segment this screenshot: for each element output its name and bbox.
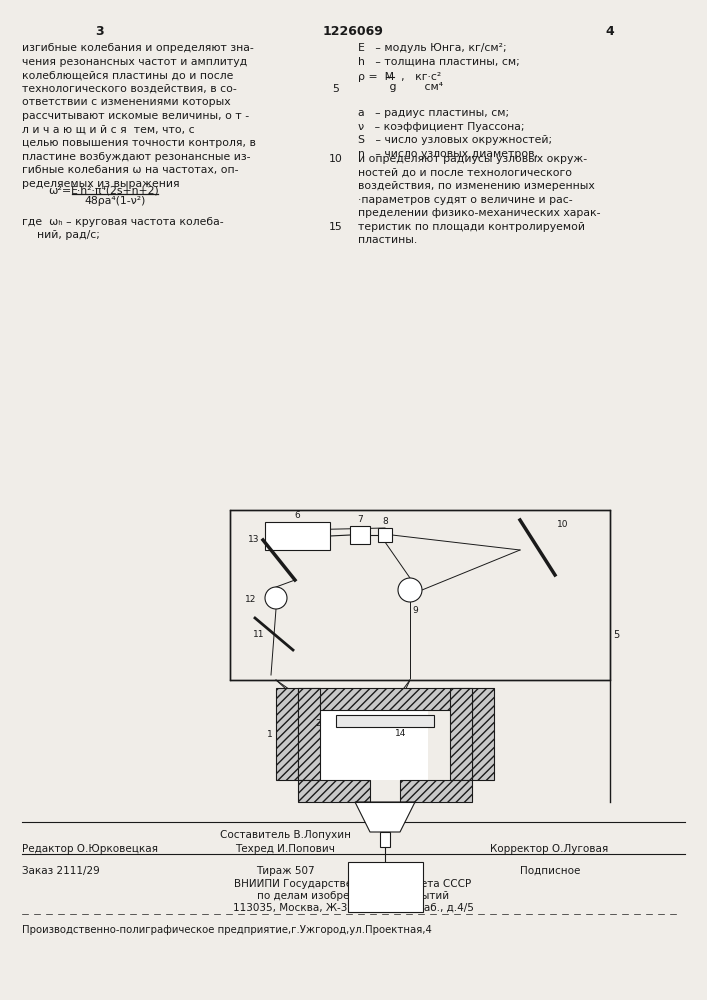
Text: S   – число узловых окружностей;: S – число узловых окружностей; bbox=[358, 135, 552, 145]
Polygon shape bbox=[355, 802, 415, 832]
Text: пределении физико-механических харак-: пределении физико-механических харак- bbox=[358, 208, 600, 218]
Text: 13: 13 bbox=[248, 535, 259, 544]
Text: g        см⁴: g см⁴ bbox=[358, 82, 443, 92]
Text: Составитель В.Лопухин: Составитель В.Лопухин bbox=[219, 830, 351, 840]
Text: ρ =  M  ,   кг·с²: ρ = M , кг·с² bbox=[358, 72, 441, 82]
Text: a   – радиус пластины, см;: a – радиус пластины, см; bbox=[358, 108, 509, 118]
Text: n   – число узловых диаметров,: n – число узловых диаметров, bbox=[358, 149, 538, 159]
Bar bbox=[472, 688, 494, 780]
Text: Редактор О.Юрковецкая: Редактор О.Юрковецкая bbox=[22, 844, 158, 854]
Text: ределяемых из выражения: ределяемых из выражения bbox=[22, 179, 180, 189]
Text: 2: 2 bbox=[315, 719, 321, 728]
Bar bbox=[298, 780, 370, 802]
Text: ВНИИПИ Государственного комитета СССР: ВНИИПИ Государственного комитета СССР bbox=[235, 879, 472, 889]
Text: целью повышения точности контроля, в: целью повышения точности контроля, в bbox=[22, 138, 256, 148]
Bar bbox=[230, 510, 610, 680]
Text: пластины.: пластины. bbox=[358, 235, 417, 245]
Text: и определяют радиусы узловых окруж-: и определяют радиусы узловых окруж- bbox=[358, 154, 587, 164]
Text: ω²=: ω²= bbox=[48, 186, 71, 196]
Text: изгибные колебания и определяют зна-: изгибные колебания и определяют зна- bbox=[22, 43, 254, 53]
Text: 4: 4 bbox=[606, 25, 614, 38]
Text: ностей до и после технологического: ностей до и после технологического bbox=[358, 167, 572, 177]
Text: воздействия, по изменению измеренных: воздействия, по изменению измеренных bbox=[358, 181, 595, 191]
Text: Тираж 507: Тираж 507 bbox=[256, 866, 315, 876]
Bar bbox=[450, 688, 472, 780]
Text: Заказ 2111/29: Заказ 2111/29 bbox=[22, 866, 100, 876]
Text: 15: 15 bbox=[329, 222, 343, 232]
Circle shape bbox=[398, 578, 422, 602]
Text: 5: 5 bbox=[332, 84, 339, 94]
Bar bbox=[400, 780, 472, 802]
Text: гибные колебания ω на частотах, оп-: гибные колебания ω на частотах, оп- bbox=[22, 165, 238, 175]
Text: 48ρa⁴(1-ν²): 48ρa⁴(1-ν²) bbox=[84, 196, 146, 206]
Text: 14: 14 bbox=[395, 729, 407, 738]
Bar bbox=[276, 688, 298, 780]
Bar bbox=[336, 715, 434, 727]
Text: колеблющейся пластины до и после: колеблющейся пластины до и после bbox=[22, 70, 233, 80]
Bar bbox=[320, 710, 428, 780]
Text: Техред И.Попович: Техред И.Попович bbox=[235, 844, 335, 854]
Bar bbox=[298, 688, 320, 780]
Text: 113035, Москва, Ж-35, Раушская наб., д.4/5: 113035, Москва, Ж-35, Раушская наб., д.4… bbox=[233, 903, 474, 913]
Text: Корректор О.Луговая: Корректор О.Луговая bbox=[490, 844, 608, 854]
Bar bbox=[265, 522, 330, 550]
Text: технологического воздействия, в со-: технологического воздействия, в со- bbox=[22, 84, 237, 94]
Text: л и ч а ю щ и й с я  тем, что, с: л и ч а ю щ и й с я тем, что, с bbox=[22, 125, 194, 135]
Text: 9: 9 bbox=[412, 606, 418, 615]
Bar bbox=[298, 688, 472, 710]
Text: теристик по площади контролируемой: теристик по площади контролируемой bbox=[358, 222, 585, 232]
Text: чения резонансных частот и амплитуд: чения резонансных частот и амплитуд bbox=[22, 57, 247, 67]
Text: 6: 6 bbox=[295, 511, 300, 520]
Text: 1: 1 bbox=[267, 730, 273, 739]
Text: 10: 10 bbox=[329, 154, 343, 164]
Text: Производственно-полиграфическое предприятие,г.Ужгород,ул.Проектная,4: Производственно-полиграфическое предприя… bbox=[22, 925, 432, 935]
Text: 1226069: 1226069 bbox=[322, 25, 383, 38]
Text: где  ωₕ – круговая частота колеба-: где ωₕ – круговая частота колеба- bbox=[22, 217, 223, 227]
Bar bbox=[350, 526, 370, 544]
Text: ·параметров судят о величине и рас-: ·параметров судят о величине и рас- bbox=[358, 195, 573, 205]
Text: 7: 7 bbox=[357, 515, 363, 524]
Circle shape bbox=[265, 587, 287, 609]
Text: 12: 12 bbox=[245, 595, 256, 604]
Text: рассчитывают искомые величины, о т -: рассчитывают искомые величины, о т - bbox=[22, 111, 249, 121]
Text: 3: 3 bbox=[95, 25, 105, 38]
Text: Подписное: Подписное bbox=[520, 866, 580, 876]
Text: ответствии с изменениями которых: ответствии с изменениями которых bbox=[22, 97, 230, 107]
Bar bbox=[380, 832, 390, 847]
Text: 4: 4 bbox=[382, 882, 388, 892]
Text: ν   – коэффициент Пуассона;: ν – коэффициент Пуассона; bbox=[358, 122, 525, 132]
Text: 11: 11 bbox=[253, 630, 264, 639]
Text: ний, рад/с;: ний, рад/с; bbox=[37, 230, 100, 240]
Text: пластине возбуждают резонансные из-: пластине возбуждают резонансные из- bbox=[22, 152, 250, 162]
Text: 3: 3 bbox=[377, 817, 383, 826]
Text: по делам изобретений и открытий: по делам изобретений и открытий bbox=[257, 891, 449, 901]
Text: 5: 5 bbox=[613, 630, 619, 640]
Text: E   – модуль Юнга, кг/см²;: E – модуль Юнга, кг/см²; bbox=[358, 43, 507, 53]
Text: 8: 8 bbox=[382, 517, 388, 526]
Text: h   – толщина пластины, см;: h – толщина пластины, см; bbox=[358, 57, 520, 67]
Text: E·h²·π⁴(2s+n+2): E·h²·π⁴(2s+n+2) bbox=[71, 186, 159, 196]
Bar bbox=[348, 862, 423, 912]
Text: 10: 10 bbox=[557, 520, 568, 529]
Bar bbox=[378, 528, 392, 542]
